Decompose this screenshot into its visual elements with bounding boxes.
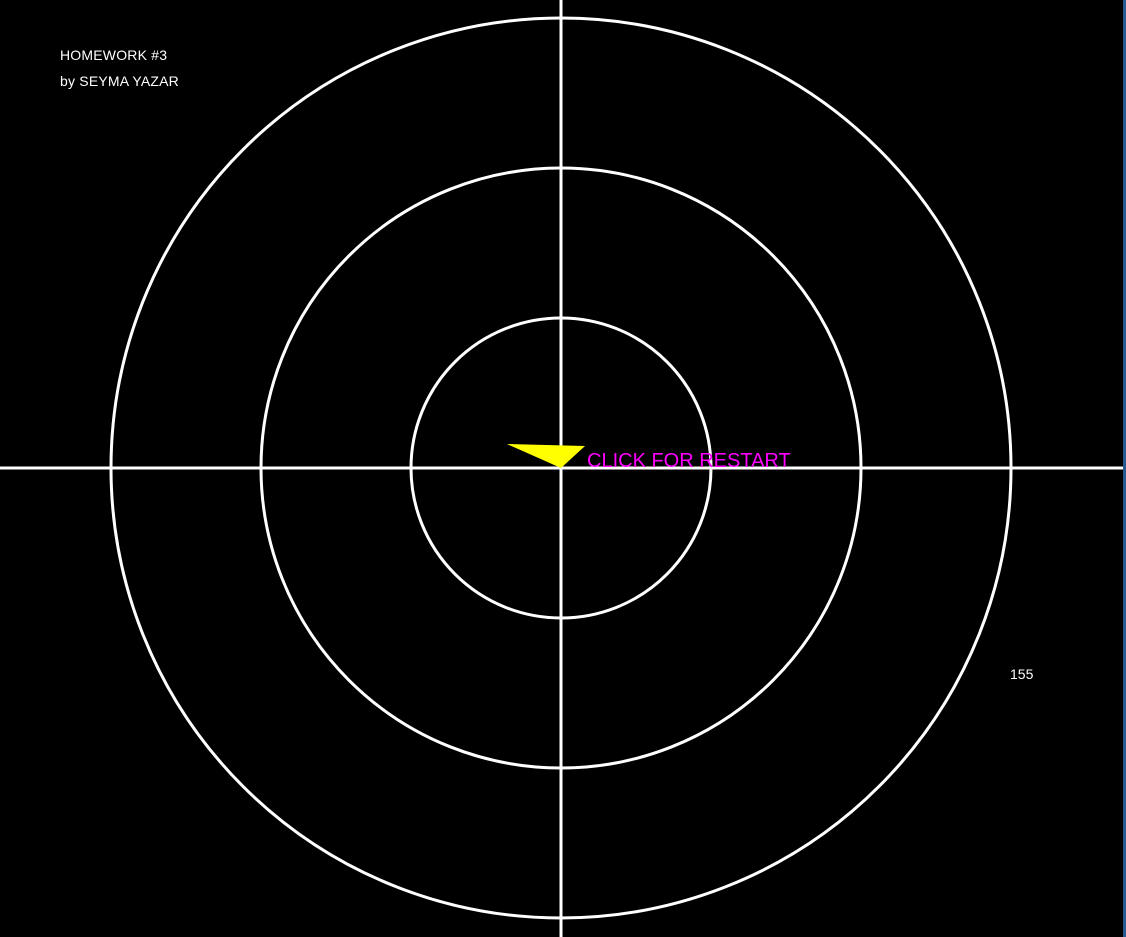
outer-ring <box>109 16 1013 920</box>
homework-title: HOMEWORK #3 <box>60 47 168 63</box>
restart-button[interactable]: CLICK FOR RESTART <box>587 450 791 472</box>
window-edge <box>1123 0 1126 937</box>
score-counter: 155 <box>1010 666 1034 682</box>
yellow-triangle-pointer-icon <box>507 444 585 468</box>
author-name: by SEYMA YAZAR <box>60 73 179 89</box>
credit-text: HOMEWORK #3 by SEYMA YAZAR <box>60 42 179 94</box>
inner-ring <box>409 316 713 620</box>
middle-ring <box>259 166 863 770</box>
